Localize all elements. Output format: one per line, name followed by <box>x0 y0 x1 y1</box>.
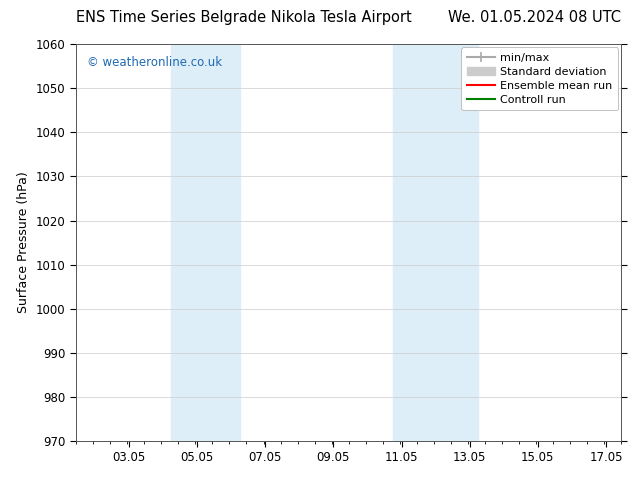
Y-axis label: Surface Pressure (hPa): Surface Pressure (hPa) <box>17 172 30 314</box>
Legend: min/max, Standard deviation, Ensemble mean run, Controll run: min/max, Standard deviation, Ensemble me… <box>462 48 618 110</box>
Text: ENS Time Series Belgrade Nikola Tesla Airport: ENS Time Series Belgrade Nikola Tesla Ai… <box>76 10 412 24</box>
Bar <box>171 44 240 441</box>
Text: We. 01.05.2024 08 UTC: We. 01.05.2024 08 UTC <box>448 10 621 24</box>
Bar <box>393 44 478 441</box>
Text: © weatheronline.co.uk: © weatheronline.co.uk <box>87 56 222 69</box>
